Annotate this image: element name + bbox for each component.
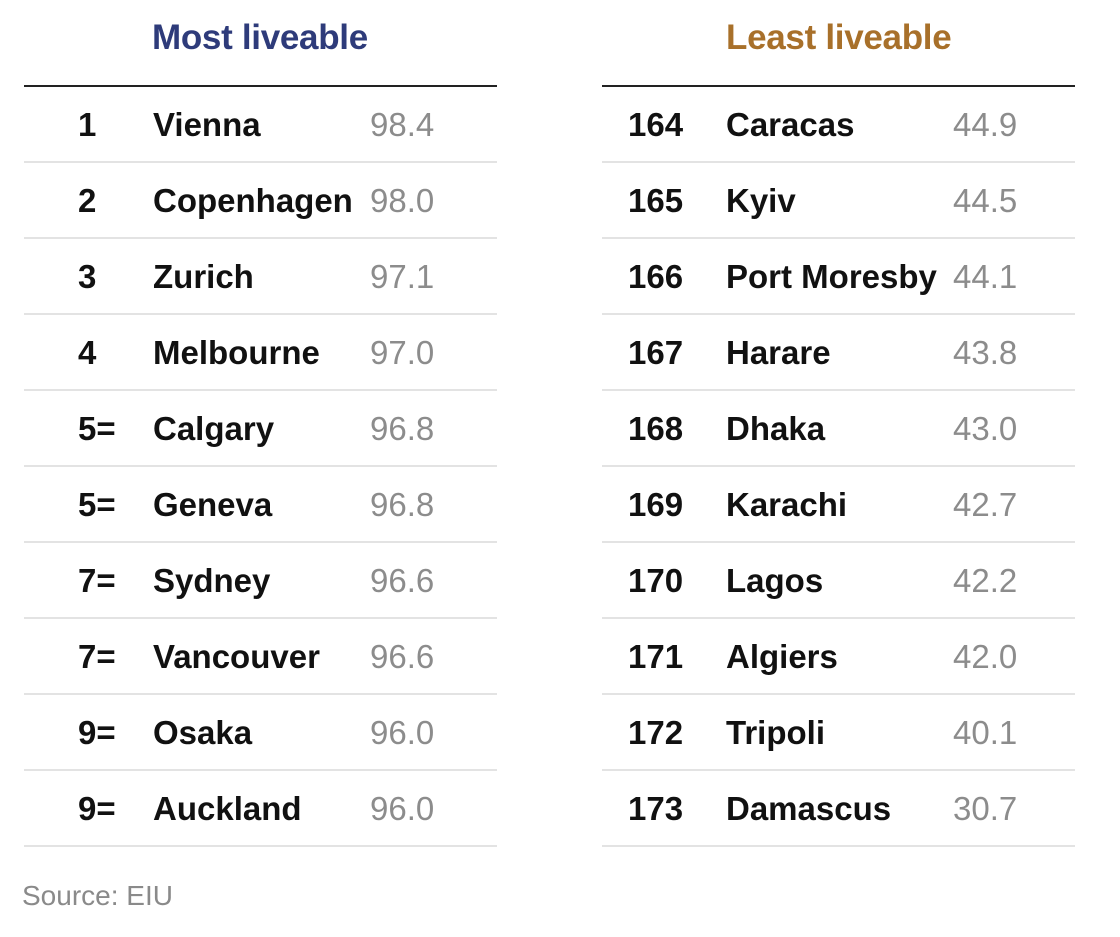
least-liveable-title: Least liveable — [726, 18, 952, 57]
city-cell: Geneva — [153, 486, 273, 523]
least-liveable-top-rule — [602, 85, 1075, 87]
score-cell: 96.0 — [370, 714, 435, 751]
city-cell: Port Moresby — [726, 258, 937, 295]
city-cell: Algiers — [726, 638, 838, 675]
score-cell: 96.6 — [370, 638, 435, 675]
rank-cell: 169 — [628, 486, 684, 523]
table-row: 168 Dhaka 43.0 — [602, 391, 1075, 467]
city-cell: Dhaka — [726, 410, 826, 447]
least-liveable-rows: 164 Caracas 44.9 165 Kyiv 44.5 166 Port Moresby… — [602, 87, 1075, 847]
rank-cell: 9= — [78, 790, 116, 827]
score-cell: 43.0 — [953, 410, 1018, 447]
table-row: 173 Damascus 30.7 — [602, 771, 1075, 847]
score-cell: 96.8 — [370, 410, 435, 447]
most-liveable-title: Most liveable — [152, 18, 368, 57]
score-cell: 42.7 — [953, 486, 1018, 523]
score-cell: 98.4 — [370, 106, 435, 143]
city-cell: Harare — [726, 334, 831, 371]
city-cell: Vienna — [153, 106, 261, 143]
city-cell: Zurich — [153, 258, 254, 295]
city-cell: Calgary — [153, 410, 275, 447]
score-cell: 97.1 — [370, 258, 435, 295]
rank-cell: 165 — [628, 182, 684, 219]
rank-cell: 168 — [628, 410, 684, 447]
table-row: 2 Copenhagen 98.0 — [24, 163, 497, 239]
most-liveable-rows: 1 Vienna 98.4 2 Copenhagen 98.0 3 Zurich 97.1 4 Me… — [24, 87, 497, 847]
table-row: 7= Vancouver 96.6 — [24, 619, 497, 695]
rank-cell: 170 — [628, 562, 684, 599]
source-note: Source: EIU — [22, 880, 173, 911]
score-cell: 42.0 — [953, 638, 1018, 675]
city-cell: Caracas — [726, 106, 855, 143]
score-cell: 42.2 — [953, 562, 1018, 599]
table-row: 3 Zurich 97.1 — [24, 239, 497, 315]
rank-cell: 171 — [628, 638, 684, 675]
rank-cell: 173 — [628, 790, 684, 827]
city-cell: Vancouver — [153, 638, 320, 675]
city-cell: Kyiv — [726, 182, 796, 219]
table-row: 9= Auckland 96.0 — [24, 771, 497, 847]
rank-cell: 167 — [628, 334, 684, 371]
table-row: 9= Osaka 96.0 — [24, 695, 497, 771]
score-cell: 43.8 — [953, 334, 1018, 371]
rank-cell: 164 — [628, 106, 684, 143]
score-cell: 44.9 — [953, 106, 1018, 143]
city-cell: Osaka — [153, 714, 253, 751]
city-cell: Copenhagen — [153, 182, 353, 219]
table-row: 167 Harare 43.8 — [602, 315, 1075, 391]
rank-cell: 5= — [78, 410, 116, 447]
score-cell: 96.6 — [370, 562, 435, 599]
city-cell: Karachi — [726, 486, 848, 523]
most-liveable-top-rule — [24, 85, 497, 87]
rank-cell: 3 — [78, 258, 97, 295]
score-cell: 97.0 — [370, 334, 435, 371]
table-row: 170 Lagos 42.2 — [602, 543, 1075, 619]
city-cell: Melbourne — [153, 334, 320, 371]
table-row: 4 Melbourne 97.0 — [24, 315, 497, 391]
rank-cell: 2 — [78, 182, 97, 219]
table-row: 5= Calgary 96.8 — [24, 391, 497, 467]
score-cell: 30.7 — [953, 790, 1018, 827]
score-cell: 98.0 — [370, 182, 435, 219]
table-row: 169 Karachi 42.7 — [602, 467, 1075, 543]
score-cell: 44.5 — [953, 182, 1018, 219]
rank-cell: 7= — [78, 562, 116, 599]
score-cell: 96.0 — [370, 790, 435, 827]
city-cell: Damascus — [726, 790, 892, 827]
table-row: 5= Geneva 96.8 — [24, 467, 497, 543]
table-row: 171 Algiers 42.0 — [602, 619, 1075, 695]
rank-cell: 1 — [78, 106, 97, 143]
rank-cell: 9= — [78, 714, 116, 751]
rank-cell: 172 — [628, 714, 684, 751]
city-cell: Lagos — [726, 562, 824, 599]
table-row: 164 Caracas 44.9 — [602, 87, 1075, 163]
rank-cell: 7= — [78, 638, 116, 675]
table-row: 166 Port Moresby 44.1 — [602, 239, 1075, 315]
table-row: 7= Sydney 96.6 — [24, 543, 497, 619]
city-cell: Sydney — [153, 562, 271, 599]
table-row: 1 Vienna 98.4 — [24, 87, 497, 163]
city-cell: Tripoli — [726, 714, 825, 751]
rank-cell: 166 — [628, 258, 684, 295]
score-cell: 40.1 — [953, 714, 1018, 751]
table-row: 165 Kyiv 44.5 — [602, 163, 1075, 239]
rank-cell: 5= — [78, 486, 116, 523]
rank-cell: 4 — [78, 334, 97, 371]
score-cell: 44.1 — [953, 258, 1018, 295]
score-cell: 96.8 — [370, 486, 435, 523]
city-cell: Auckland — [153, 790, 302, 827]
table-row: 172 Tripoli 40.1 — [602, 695, 1075, 771]
